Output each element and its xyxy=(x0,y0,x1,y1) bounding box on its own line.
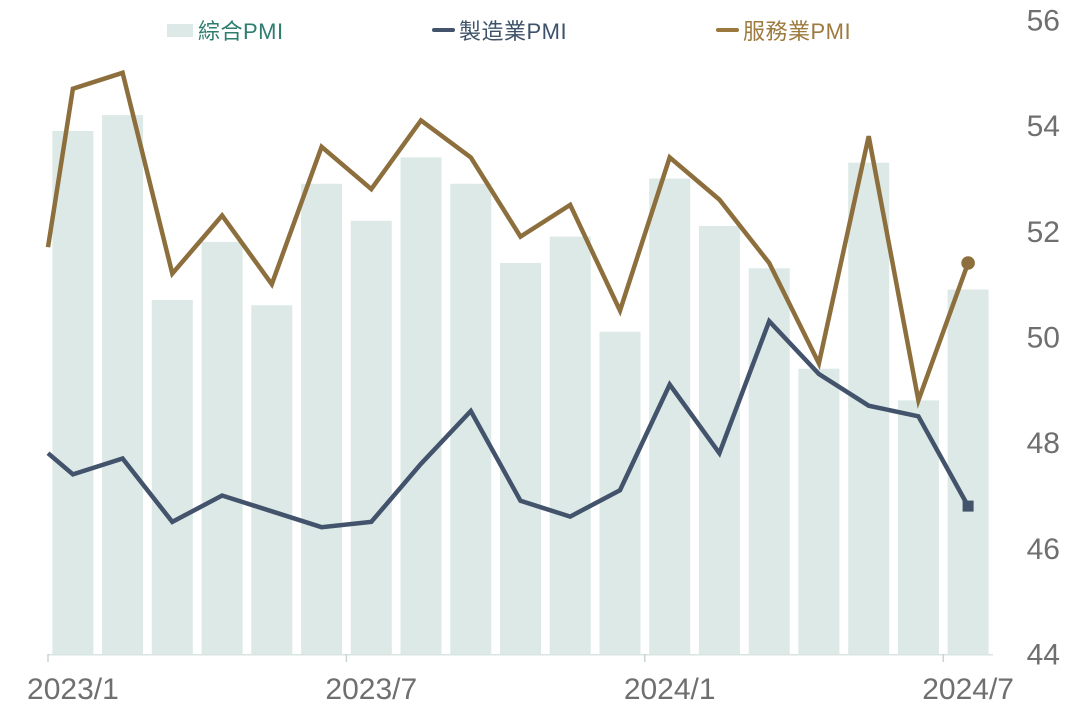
composite-bar-swatch xyxy=(167,23,193,37)
manufacturing-line xyxy=(46,317,971,530)
y-axis-label-54: 54 xyxy=(1027,110,1060,143)
composite-bar-2024/4 xyxy=(798,368,840,654)
x-axis-label-2023/7: 2023/7 xyxy=(325,673,417,706)
legend: 綜合PMI 製造業PMI 服務業PMI xyxy=(0,0,1077,56)
y-axis-label-44: 44 xyxy=(1027,639,1060,672)
x-axis-label-2024/1: 2024/1 xyxy=(624,673,716,706)
services-line-swatch xyxy=(716,28,739,32)
composite-bar-2023/2 xyxy=(102,115,144,655)
services-line xyxy=(45,69,971,409)
legend-label-services: 服務業PMI xyxy=(743,19,852,44)
composite-bar-2023/5 xyxy=(251,305,293,654)
composite-bar-2023/11 xyxy=(549,236,591,654)
composite-bar-2023/12 xyxy=(599,331,641,654)
manufacturing-line-swatch xyxy=(432,28,455,32)
composite-bar-2023/6 xyxy=(301,183,343,655)
composite-bar-2023/3 xyxy=(151,300,193,654)
y-axis-label-46: 46 xyxy=(1027,533,1060,566)
composite-bar-2023/9 xyxy=(450,183,492,655)
composite-bar-2023/1 xyxy=(52,131,94,654)
y-axis-label-50: 50 xyxy=(1027,322,1060,355)
composite-bar-2024/2 xyxy=(698,226,740,654)
manufacturing-end-marker xyxy=(962,500,974,512)
x-axis-label-2023/1: 2023/1 xyxy=(27,673,119,706)
legend-item-services: 服務業PMI xyxy=(716,16,851,44)
legend-item-manufacturing: 製造業PMI xyxy=(432,16,567,44)
composite-bar-2023/8 xyxy=(400,157,442,654)
y-axis-label-52: 52 xyxy=(1027,216,1060,249)
services-end-marker xyxy=(961,256,975,270)
y-axis-label-48: 48 xyxy=(1027,427,1060,460)
composite-bar-2023/10 xyxy=(500,263,541,654)
legend-item-composite: 綜合PMI xyxy=(167,16,284,44)
legend-label-manufacturing: 製造業PMI xyxy=(459,19,568,44)
y-axis-label-56: 56 xyxy=(1027,5,1060,38)
x-axis-label-2024/7: 2024/7 xyxy=(922,673,1014,706)
legend-label-composite: 綜合PMI xyxy=(198,19,284,44)
composite-bar-2023/7 xyxy=(350,220,392,655)
composite-bar-2023/4 xyxy=(201,241,243,654)
composite-bar-2024/7 xyxy=(947,289,989,654)
